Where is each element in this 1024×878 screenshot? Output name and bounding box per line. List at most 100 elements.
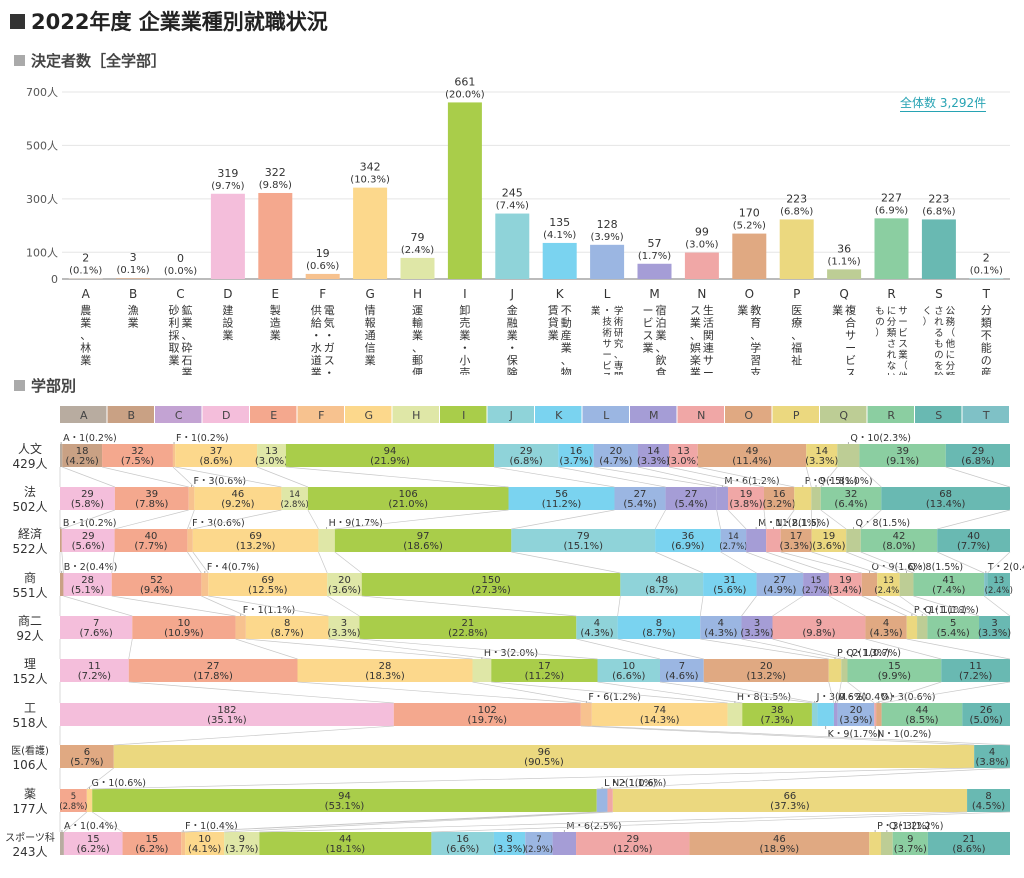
total-bar-chart: 0100人300人500人700人2(0.1%)A農業、林業3(0.1%)B漁業… [26,75,1010,376]
x-industry-name-char: れ [887,350,897,361]
x-industry-name-char: 業 [591,305,601,317]
x-industry-name-char: 卸 [459,303,470,317]
category-header-cell [820,406,867,423]
bar [353,187,388,279]
x-industry-name-char: 福 [791,341,802,355]
stack-segment [927,832,1010,855]
x-industry-name-char: 業 [898,349,908,361]
segment-pct-label: (18.1%) [326,844,366,855]
segment-pct-label: (8.6%) [200,456,233,467]
segment-pct-label: (5.0%) [970,715,1003,726]
segment-value-label: 69 [249,531,262,542]
segment-pct-label: (3.8%) [975,757,1008,768]
segment-value-label: 11 [88,661,101,672]
callout-label: Q・5(1.0%) [818,476,873,487]
segment-value-label: 21 [462,618,475,629]
bar-pct-label: (9.8%) [259,180,292,191]
segment-pct-label: (18.3%) [365,671,405,682]
row-connector-line [654,551,704,574]
segment-pct-label: (3.7%) [559,456,592,467]
category-header-cell [677,406,724,423]
segment-value-label: 182 [217,705,236,716]
x-industry-name-char: 物 [561,366,572,376]
segment-pct-label: (17.8%) [193,671,233,682]
section-square-icon [14,55,25,66]
page-title: 2022年度 企業業種別就職状況 [10,6,328,36]
segment-pct-label: (12.0%) [613,844,653,855]
stack-segment [637,444,669,467]
x-industry-name-char: 建 [222,303,233,317]
stack-segment [132,616,236,639]
callout-label: H・9(1.7%) [329,518,383,529]
segment-value-label: 20 [760,661,773,672]
segment-pct-label: (12.5%) [248,585,288,596]
stack-segment [187,529,193,552]
stack-segment [122,832,182,855]
stack-segment [60,789,87,812]
stack-segment [281,487,308,510]
stack-segment [828,573,862,596]
segment-pct-label: (8.7%) [645,585,678,596]
row-connector-line [937,551,985,574]
bar-value-label: 79 [411,231,425,244]
x-industry-name-char: 業 [548,329,559,342]
segment-value-label: 106 [399,489,418,500]
segment-pct-label: (53.1%) [325,801,365,812]
segment-pct-label: (2.9%) [525,845,553,855]
x-industry-name-char: ・ [311,329,322,342]
row-connector-line [307,509,319,530]
row-connector-line [597,681,743,704]
x-industry-name-char: 採 [169,328,180,342]
stack-segment [493,832,526,855]
segment-pct-label: (2.7%) [802,586,830,596]
stack-segment [245,616,329,639]
bar [969,278,1004,279]
bar-pct-label: (6.8%) [922,206,955,217]
stack-segment [865,616,907,639]
row-connector-line [772,595,804,617]
x-industry-name-char: 便 [412,367,423,376]
segment-pct-label: (15.1%) [563,541,603,552]
segment-pct-label: (3.4%) [829,585,862,596]
segment-value-label: 41 [942,575,955,586]
x-industry-name-char: る [934,328,944,339]
stack-segment [297,659,473,682]
row-connector-line [208,595,329,617]
bar [495,213,530,279]
category-header-cell [487,406,534,423]
x-industry-name-char: 育 [750,316,761,330]
segment-pct-label: (2.4%) [874,586,902,596]
x-industry-name: 卸売業・小売業 [459,303,470,375]
segment-pct-label: (3.7%) [225,844,258,855]
segment-value-label: 29 [82,531,95,542]
row-connector-line [617,638,704,660]
bar-value-label: 135 [549,216,570,229]
bar-value-label: 245 [502,187,523,200]
x-industry-name-char: 除 [934,371,944,375]
x-category-letter: D [223,287,232,301]
x-industry-name-char: 業 [128,317,139,330]
faculty-total: 551人 [13,586,48,600]
segment-value-label: 52 [150,575,163,586]
x-industry-name: 運輸業、郵便業 [412,304,423,375]
category-header-cell [772,406,819,423]
segment-value-label: 28 [379,661,392,672]
bar-value-label: 128 [597,218,618,231]
segment-pct-label: (3.2%) [763,499,796,510]
bar [400,257,435,279]
stack-segment [552,832,577,855]
category-header-label: B [127,409,135,422]
segment-value-label: 79 [577,531,590,542]
stack-segment [318,529,335,552]
category-header-label: I [462,409,465,422]
x-industry-name-char: 情 [365,304,376,317]
x-category-letter: Q [839,287,848,301]
x-industry-name-char: ビ [845,354,856,367]
stack-segment [899,573,914,596]
stack-segment [224,832,260,855]
stack-segment [593,444,638,467]
callout-label: B・1(0.2%) [63,518,117,529]
x-industry-name-char: 泊 [656,317,667,330]
category-header-cell [107,406,154,423]
segment-value-label: 14 [647,446,660,457]
